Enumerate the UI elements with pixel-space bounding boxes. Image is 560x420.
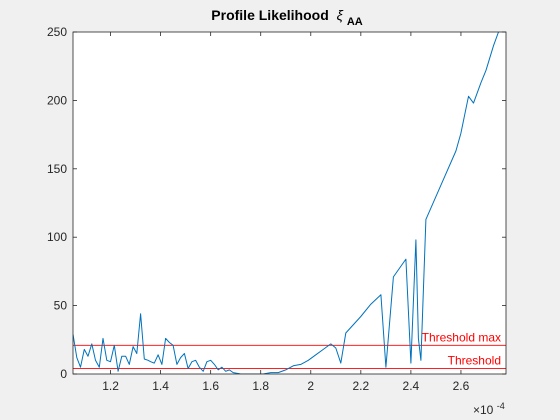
y-tick-label: 250 [47,25,67,39]
series-layer [73,32,500,374]
x-tick-label: 1.6 [202,379,219,393]
x-exponent-label: ×10 -4 [473,401,505,417]
reference-line-label: Threshold [448,354,501,368]
y-tick-label: 0 [60,367,67,381]
x-exponent-power: -4 [497,401,505,411]
x-axis-ticks: 1.2 1.4 1.6 1.8 2 2.2 2.4 2.6 [102,32,470,393]
reference-line-label: Threshold max [422,330,501,344]
chart-title-subscript: AA [347,16,363,28]
x-tick-label: 2.2 [352,379,369,393]
x-tick-label: 2 [307,379,314,393]
x-tick-label: 1.8 [252,379,269,393]
chart-title-text: Profile Likelihood [211,7,328,23]
y-tick-label: 50 [54,299,68,313]
x-tick-label: 1.2 [102,379,119,393]
series-line [73,32,500,374]
reference-lines [73,344,506,369]
x-exponent-base: ×10 [473,403,494,417]
axes-box [72,31,507,375]
x-tick-label: 2.6 [453,379,470,393]
y-tick-label: 100 [47,230,67,244]
x-tick-label: 1.4 [152,379,169,393]
reference-labels: Threshold max Threshold [422,330,501,367]
chart-title: Profile Likelihood ξ AA [211,7,362,28]
y-tick-label: 200 [47,93,67,107]
chart-title-symbol: ξ [337,7,344,23]
x-tick-label: 2.4 [403,379,420,393]
y-tick-label: 150 [47,162,67,176]
y-axis-ticks: 0 50 100 150 200 250 [47,25,506,381]
axes-background [73,32,506,374]
